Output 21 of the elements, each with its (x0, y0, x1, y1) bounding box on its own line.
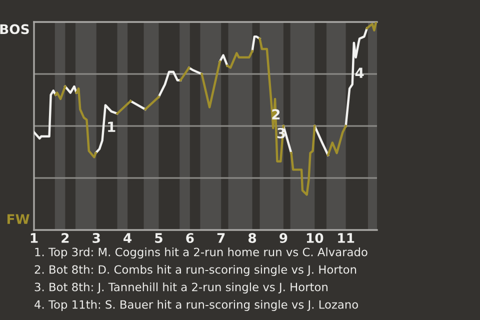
x-tick-label: 4 (124, 233, 132, 243)
x-tick-label: 9 (280, 233, 288, 243)
annotation: 3 (277, 128, 285, 138)
annotation: 1 (108, 122, 116, 132)
x-tick-label: 10 (306, 233, 324, 243)
x-tick-label: 11 (338, 233, 354, 243)
annotation: 4 (355, 68, 364, 78)
x-tick-label: 8 (248, 233, 256, 243)
text: FW (7, 214, 30, 224)
text: 2. Bot 8th: D. Combs hit a run-scoring single vs J. Horton (34, 264, 356, 276)
x-tick-label: 2 (62, 233, 69, 243)
x-tick-label: 5 (155, 233, 162, 243)
text: 4. Top 11th: S. Bauer hit a run-scoring single vs J. Lozano (34, 300, 358, 312)
annotation: 2 (272, 109, 280, 120)
text: 3. Bot 8th: J. Tannehill hit a 2-run single vs J. Horton (34, 282, 328, 294)
text: BOS (0, 24, 29, 34)
text: 1. Top 3rd: M. Coggins hit a 2-run home run vs C. Alvarado (35, 247, 368, 259)
x-tick-label: 3 (92, 233, 100, 243)
x-tick-label: 7 (217, 233, 225, 243)
x-tick-label: 6 (186, 233, 194, 243)
x-tick-label: 1 (30, 233, 38, 243)
